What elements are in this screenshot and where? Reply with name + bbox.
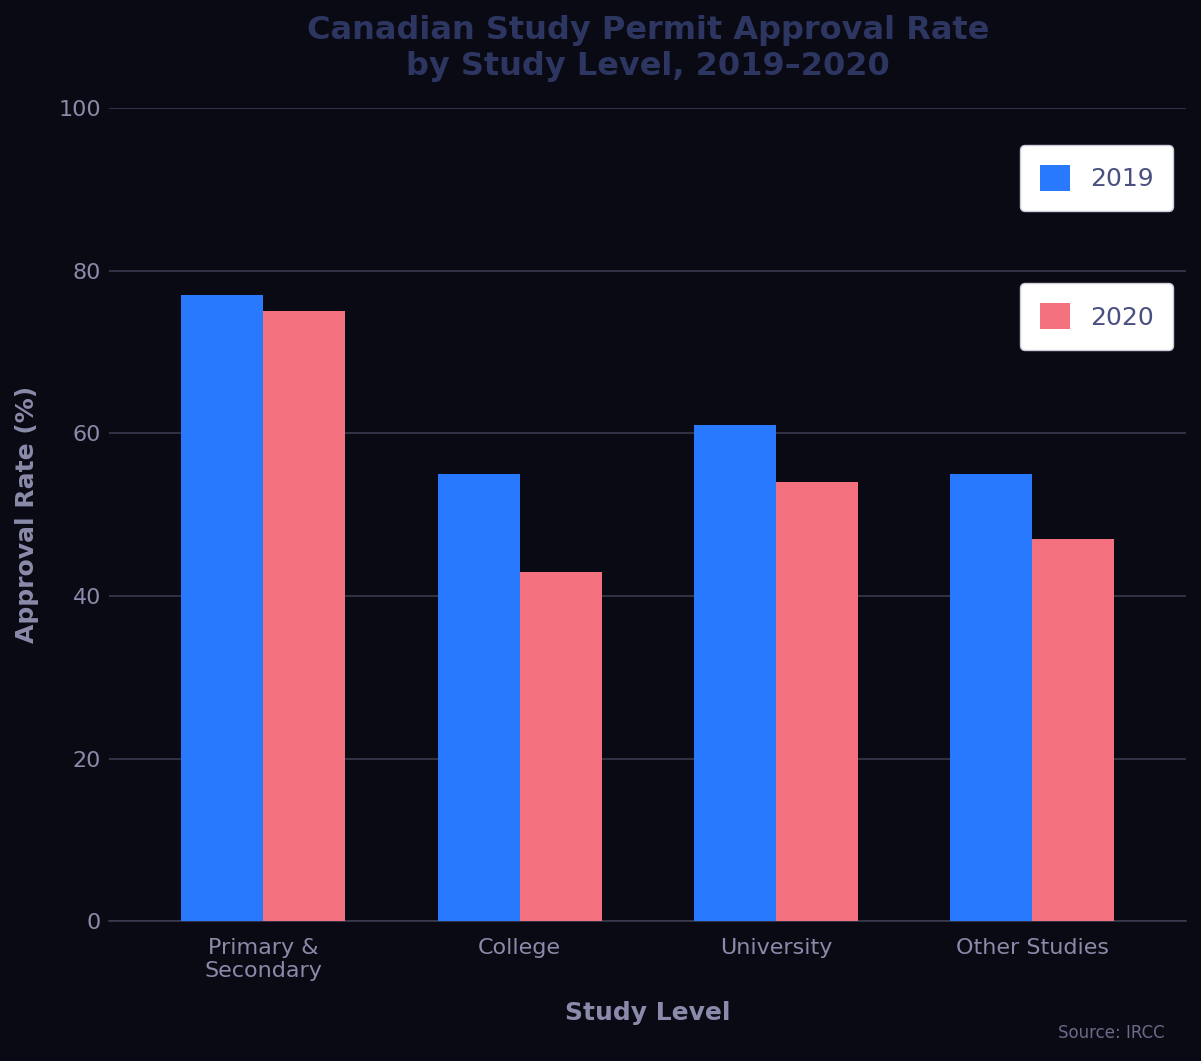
- Title: Canadian Study Permit Approval Rate
by Study Level, 2019–2020: Canadian Study Permit Approval Rate by S…: [306, 15, 988, 82]
- Bar: [437, 474, 520, 921]
- Text: Source: IRCC: Source: IRCC: [1058, 1024, 1165, 1042]
- Bar: [520, 572, 602, 921]
- Bar: [181, 295, 263, 921]
- Y-axis label: Approval Rate (%): Approval Rate (%): [14, 386, 38, 643]
- Bar: [694, 425, 776, 921]
- Bar: [1032, 539, 1115, 921]
- Bar: [950, 474, 1032, 921]
- Legend: 2020: 2020: [1020, 283, 1173, 349]
- X-axis label: Study Level: Study Level: [564, 1001, 730, 1025]
- Bar: [776, 483, 858, 921]
- Bar: [263, 312, 345, 921]
